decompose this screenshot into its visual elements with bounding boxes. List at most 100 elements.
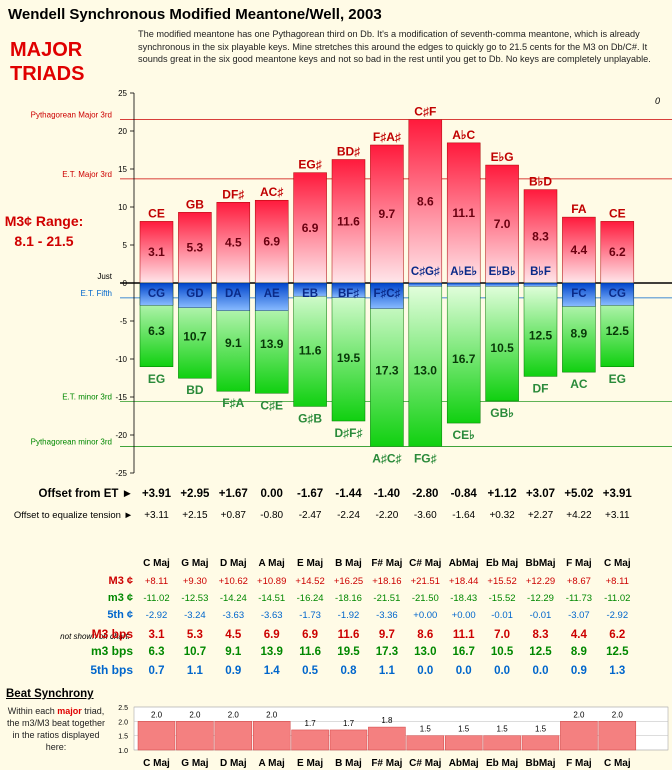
key-header: A Maj xyxy=(259,558,286,569)
major-third-bar xyxy=(139,221,174,284)
beat-category-label: C Maj xyxy=(143,758,170,769)
beat-synchrony-title: Beat Synchrony xyxy=(6,688,94,700)
key-header: G Maj xyxy=(181,558,208,569)
major-bps-label: 4.5 xyxy=(225,236,242,250)
table-cell: 1.1 xyxy=(187,665,204,677)
table-cell: 6.9 xyxy=(302,629,318,641)
table-cell: 6.2 xyxy=(609,629,625,641)
offset-eq-value: +3.11 xyxy=(605,510,630,521)
beat-bar xyxy=(406,735,445,751)
beat-value-label: 2.0 xyxy=(151,710,163,719)
heading-line-2: TRIADS xyxy=(10,63,85,85)
minor-bps-label: 12.5 xyxy=(606,324,630,338)
minor-bps-label: 10.7 xyxy=(183,330,207,344)
table-cell: -14.24 xyxy=(220,593,247,604)
beat-bar xyxy=(214,721,253,751)
beat-category-label: BbMaj xyxy=(526,758,556,769)
top-interval-label: C♯F xyxy=(414,105,436,119)
fifth-bar xyxy=(370,282,404,309)
bottom-interval-label: DF xyxy=(533,381,549,395)
major-third-bar xyxy=(216,202,251,284)
offset-et-value: -0.84 xyxy=(451,488,478,500)
table-row-label: m3 ¢ xyxy=(108,592,133,604)
table-cell: +18.44 xyxy=(449,576,478,587)
top-interval-label: E♭G xyxy=(491,150,514,164)
bottom-interval-label: AC xyxy=(570,377,588,391)
offset-eq-value: -3.60 xyxy=(414,510,437,521)
table-cell: 9.1 xyxy=(225,646,242,658)
beat-category-label: C# Maj xyxy=(409,758,441,769)
beat-value-label: 1.5 xyxy=(458,725,470,734)
y-tick-label: 25 xyxy=(118,89,127,98)
table-cell: 0.9 xyxy=(225,665,241,677)
table-cell: +21.51 xyxy=(411,576,440,587)
major-third-bar xyxy=(523,189,558,284)
table-cell: -3.36 xyxy=(376,610,398,621)
table-cell: 0.9 xyxy=(571,665,587,677)
major-third-bar xyxy=(446,142,481,284)
table-cell: +15.52 xyxy=(487,576,516,587)
table-cell: 12.5 xyxy=(606,646,629,658)
range-value: 8.1 - 21.5 xyxy=(14,233,74,249)
table-cell: +12.29 xyxy=(526,576,555,587)
fifth-interval-label: A♭E♭ xyxy=(450,266,477,278)
beat-tick-label: 2.0 xyxy=(118,719,128,726)
table-cell: -2.92 xyxy=(146,610,168,621)
major-bps-label: 6.9 xyxy=(302,221,319,235)
top-interval-label: F♯A♯ xyxy=(373,130,401,144)
major-bps-label: 11.6 xyxy=(337,214,360,228)
beat-category-label: D Maj xyxy=(220,758,247,769)
beat-value-label: 1.7 xyxy=(305,719,317,728)
table-cell: 1.3 xyxy=(609,665,625,677)
table-cell: 0.7 xyxy=(149,665,165,677)
corner-zero: 0 xyxy=(655,96,660,106)
beat-bar xyxy=(329,729,368,751)
table-cell: +0.00 xyxy=(413,610,437,621)
bottom-interval-label: FG♯ xyxy=(414,451,437,465)
table-cell: 17.3 xyxy=(376,646,398,658)
key-header: D Maj xyxy=(220,558,247,569)
table-cell: -3.07 xyxy=(568,610,590,621)
beat-category-label: A Maj xyxy=(259,758,286,769)
top-interval-label: B♭D xyxy=(529,175,552,189)
table-cell: +9.30 xyxy=(183,576,207,587)
key-header: F# Maj xyxy=(371,558,402,569)
table-cell: 6.9 xyxy=(264,629,280,641)
table-cell: 8.9 xyxy=(571,646,587,658)
table-cell: -15.52 xyxy=(489,593,516,604)
major-bps-label: 9.7 xyxy=(379,207,396,221)
fifth-interval-label: GD xyxy=(186,288,203,300)
top-interval-label: A♭C xyxy=(452,128,475,142)
bottom-interval-label: CE♭ xyxy=(453,428,475,442)
major-third-bar xyxy=(370,144,404,284)
major-bps-label: 5.3 xyxy=(187,241,204,255)
major-third-bar xyxy=(178,212,212,284)
offset-eq-label: Offset to equalize tension ► xyxy=(14,510,133,521)
beat-value-label: 2.0 xyxy=(612,710,624,719)
table-cell: 0.8 xyxy=(341,665,358,677)
top-interval-label: AC♯ xyxy=(260,185,283,199)
y-tick-label: 5 xyxy=(123,241,128,250)
page-title: Wendell Synchronous Modified Meantone/We… xyxy=(8,6,382,23)
table-cell: -1.73 xyxy=(299,610,321,621)
table-cell: -14.51 xyxy=(258,593,285,604)
top-interval-label: GB xyxy=(186,197,204,211)
table-cell: 0.0 xyxy=(494,665,510,677)
table-cell: -2.92 xyxy=(606,610,628,621)
minor-bps-label: 13.0 xyxy=(414,364,438,378)
offset-et-value: -2.80 xyxy=(412,488,438,500)
major-bps-label: 7.0 xyxy=(494,217,511,231)
table-cell: 10.5 xyxy=(491,646,514,658)
minor-bps-label: 8.9 xyxy=(571,327,588,341)
major-triads-heading: MAJOR TRIADS xyxy=(10,38,84,86)
reference-label: Just xyxy=(97,272,112,281)
table-cell: -21.50 xyxy=(412,593,439,604)
beat-bar xyxy=(291,729,329,751)
table-cell: 9.7 xyxy=(379,629,395,641)
range-label: M3¢ Range: xyxy=(4,213,84,229)
table-cell: -18.16 xyxy=(335,593,362,604)
fifth-bar xyxy=(139,282,174,306)
fifth-interval-label: EB xyxy=(302,288,318,300)
y-tick-label: -25 xyxy=(115,469,127,478)
offset-et-value: +1.67 xyxy=(219,488,248,500)
